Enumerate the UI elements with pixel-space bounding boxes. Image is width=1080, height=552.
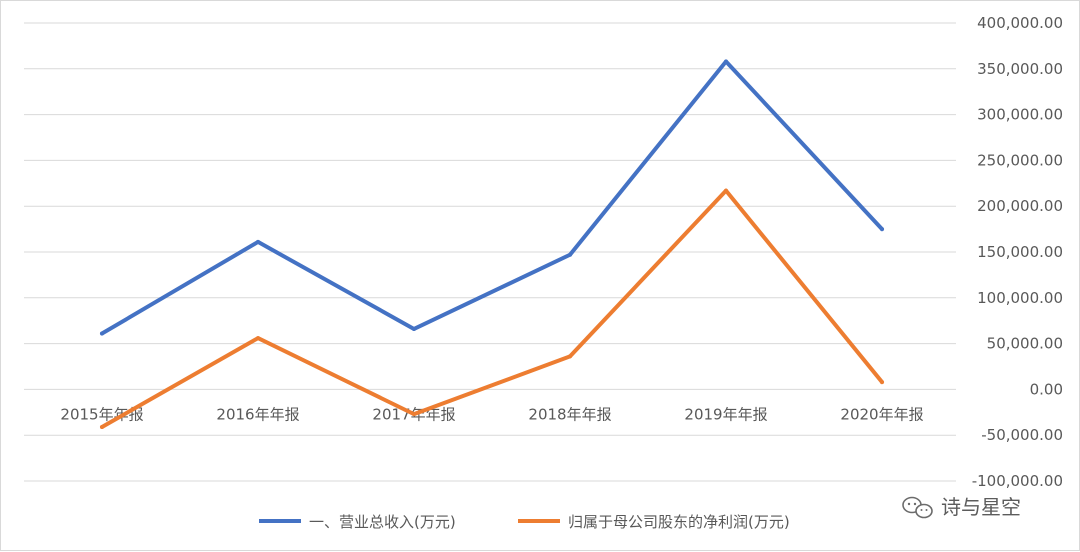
y-tick-label: 300,000.00 xyxy=(977,106,1063,124)
x-tick-label: 2020年年报 xyxy=(840,405,923,423)
data-point xyxy=(880,380,884,385)
y-tick-label: 350,000.00 xyxy=(977,60,1063,78)
grid-lines xyxy=(24,22,956,482)
y-tick-label: 50,000.00 xyxy=(987,335,1063,353)
watermark: 诗与星空 xyxy=(902,495,1021,519)
x-tick-label: 2018年年报 xyxy=(528,405,611,423)
y-tick-label: 150,000.00 xyxy=(977,243,1063,261)
y-tick-label: 250,000.00 xyxy=(977,151,1063,169)
y-tick-label: 0.00 xyxy=(1030,380,1063,398)
series-lines xyxy=(100,59,884,429)
y-tick-label: 100,000.00 xyxy=(977,289,1063,307)
x-tick-label: 2016年年报 xyxy=(216,405,299,423)
y-tick-label: 400,000.00 xyxy=(977,14,1063,32)
data-point xyxy=(256,239,260,244)
data-point xyxy=(880,227,884,232)
legend-label: 归属于母公司股东的净利润(万元) xyxy=(568,513,790,531)
x-axis-ticks: 2015年年报2016年年报2017年年报2018年年报2019年年报2020年… xyxy=(60,405,923,423)
data-point xyxy=(100,424,104,429)
x-tick-label: 2015年年报 xyxy=(60,405,143,423)
legend: 一、营业总收入(万元) 归属于母公司股东的净利润(万元) xyxy=(259,513,790,531)
wechat-icon xyxy=(902,496,933,519)
data-point xyxy=(256,336,260,341)
data-point xyxy=(568,354,572,359)
data-point xyxy=(100,331,104,336)
series-line-2 xyxy=(100,188,884,429)
data-point xyxy=(568,252,572,257)
watermark-text: 诗与星空 xyxy=(941,495,1021,519)
series-line-1 xyxy=(100,59,884,336)
y-tick-label: 200,000.00 xyxy=(977,197,1063,215)
legend-label: 一、营业总收入(万元) xyxy=(309,513,456,531)
x-tick-label: 2019年年报 xyxy=(684,405,767,423)
y-tick-label: -100,000.00 xyxy=(972,472,1063,490)
y-axis-ticks: 400,000.00 350,000.00 300,000.00 250,000.00… xyxy=(972,14,1063,490)
y-tick-label: -50,000.00 xyxy=(981,426,1063,444)
data-point xyxy=(412,326,416,331)
data-point xyxy=(724,188,728,193)
data-point xyxy=(412,412,416,417)
data-point xyxy=(724,59,728,64)
